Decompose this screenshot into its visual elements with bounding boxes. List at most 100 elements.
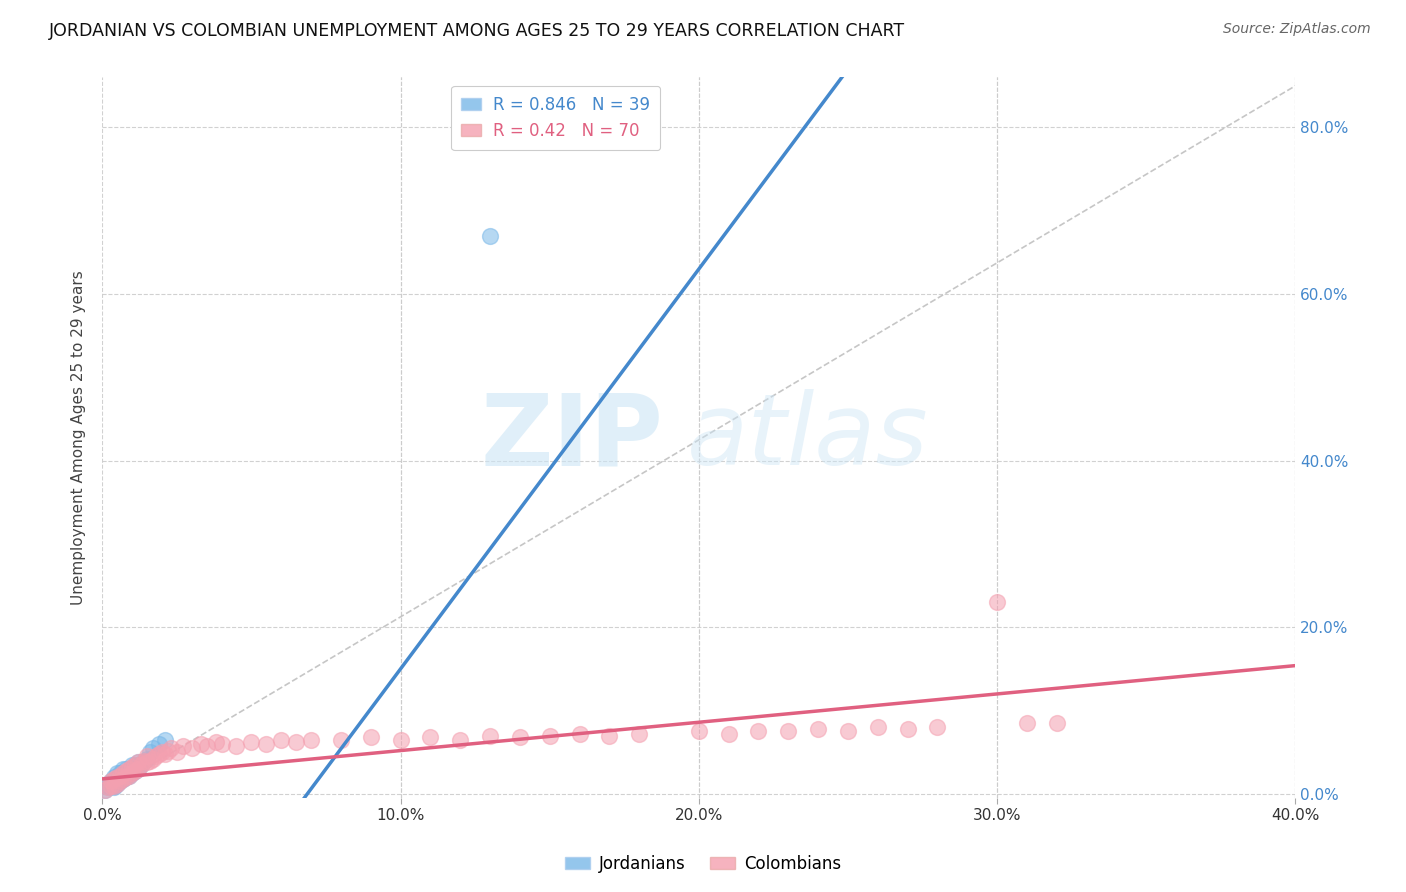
- Point: [688, 724, 710, 739]
- Point: [94, 782, 117, 797]
- Point: [136, 749, 159, 764]
- Point: [778, 724, 800, 739]
- Point: [105, 766, 128, 780]
- Point: [225, 739, 247, 753]
- Point: [108, 770, 131, 784]
- Point: [105, 777, 128, 791]
- Point: [118, 768, 141, 782]
- Point: [100, 774, 122, 789]
- Text: ZIP: ZIP: [481, 389, 664, 486]
- Point: [156, 743, 179, 757]
- Point: [129, 757, 152, 772]
- Text: JORDANIAN VS COLOMBIAN UNEMPLOYMENT AMONG AGES 25 TO 29 YEARS CORRELATION CHART: JORDANIAN VS COLOMBIAN UNEMPLOYMENT AMON…: [49, 22, 905, 40]
- Point: [115, 764, 138, 778]
- Legend: Jordanians, Colombians: Jordanians, Colombians: [558, 848, 848, 880]
- Point: [509, 731, 531, 745]
- Point: [807, 722, 830, 736]
- Point: [389, 732, 412, 747]
- Point: [108, 774, 131, 789]
- Point: [180, 741, 202, 756]
- Point: [108, 768, 131, 782]
- Point: [598, 729, 620, 743]
- Point: [1015, 716, 1038, 731]
- Point: [112, 772, 135, 786]
- Point: [538, 729, 561, 743]
- Point: [568, 727, 591, 741]
- Point: [866, 720, 889, 734]
- Y-axis label: Unemployment Among Ages 25 to 29 years: Unemployment Among Ages 25 to 29 years: [72, 270, 86, 605]
- Point: [153, 732, 176, 747]
- Point: [127, 756, 149, 770]
- Point: [159, 741, 181, 756]
- Point: [121, 762, 143, 776]
- Point: [479, 228, 502, 243]
- Point: [97, 780, 120, 795]
- Point: [118, 768, 141, 782]
- Point: [124, 757, 146, 772]
- Point: [142, 741, 165, 756]
- Point: [105, 770, 128, 784]
- Point: [419, 731, 441, 745]
- Point: [148, 747, 170, 761]
- Point: [108, 774, 131, 789]
- Point: [118, 764, 141, 778]
- Point: [479, 729, 502, 743]
- Point: [142, 752, 165, 766]
- Point: [153, 747, 176, 761]
- Point: [148, 737, 170, 751]
- Point: [108, 766, 131, 780]
- Point: [897, 722, 920, 736]
- Point: [97, 779, 120, 793]
- Point: [121, 757, 143, 772]
- Text: atlas: atlas: [688, 389, 928, 486]
- Point: [112, 766, 135, 780]
- Point: [127, 762, 149, 776]
- Point: [105, 777, 128, 791]
- Text: Source: ZipAtlas.com: Source: ZipAtlas.com: [1223, 22, 1371, 37]
- Point: [1046, 716, 1069, 731]
- Point: [112, 768, 135, 782]
- Point: [124, 764, 146, 778]
- Point: [717, 727, 740, 741]
- Point: [103, 780, 125, 795]
- Point: [285, 735, 308, 749]
- Point: [927, 720, 949, 734]
- Legend: R = 0.846   N = 39, R = 0.42   N = 70: R = 0.846 N = 39, R = 0.42 N = 70: [451, 86, 659, 150]
- Point: [150, 745, 173, 759]
- Point: [139, 745, 162, 759]
- Point: [100, 779, 122, 793]
- Point: [103, 779, 125, 793]
- Point: [254, 737, 277, 751]
- Point: [100, 777, 122, 791]
- Point: [129, 757, 152, 772]
- Point: [190, 737, 212, 751]
- Point: [211, 737, 233, 751]
- Point: [270, 732, 292, 747]
- Point: [136, 752, 159, 766]
- Point: [121, 766, 143, 780]
- Point: [124, 757, 146, 772]
- Point: [118, 762, 141, 776]
- Point: [747, 724, 769, 739]
- Point: [103, 774, 125, 789]
- Point: [115, 762, 138, 776]
- Point: [103, 772, 125, 786]
- Point: [94, 782, 117, 797]
- Point: [105, 772, 128, 786]
- Point: [172, 739, 194, 753]
- Point: [837, 724, 859, 739]
- Point: [127, 762, 149, 776]
- Point: [115, 770, 138, 784]
- Point: [166, 745, 188, 759]
- Point: [121, 760, 143, 774]
- Point: [136, 756, 159, 770]
- Point: [360, 731, 382, 745]
- Point: [132, 754, 155, 768]
- Point: [115, 770, 138, 784]
- Point: [103, 779, 125, 793]
- Point: [100, 774, 122, 789]
- Point: [240, 735, 263, 749]
- Point: [449, 732, 471, 747]
- Point: [329, 732, 352, 747]
- Point: [97, 780, 120, 795]
